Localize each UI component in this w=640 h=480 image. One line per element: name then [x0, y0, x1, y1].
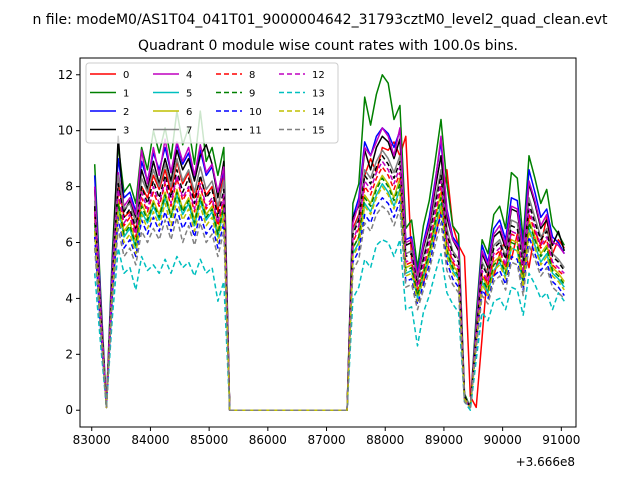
legend-label-13: 13: [312, 89, 325, 100]
x-tick-label: 90000: [484, 433, 522, 447]
x-offset-label: +3.666e8: [516, 455, 575, 469]
x-tick-label: 83000: [73, 433, 111, 447]
legend-label-12: 12: [312, 70, 325, 81]
x-tick-label: 85000: [190, 433, 228, 447]
legend-label-3: 3: [123, 126, 129, 137]
x-tick-label: 86000: [249, 433, 287, 447]
y-tick-label: 4: [65, 291, 73, 305]
y-tick-label: 2: [65, 347, 73, 361]
legend-label-14: 14: [312, 107, 325, 118]
series-layer: [93, 74, 566, 411]
legend-frame: [85, 62, 339, 144]
y-tick-label: 0: [65, 403, 73, 417]
x-tick-label: 89000: [425, 433, 463, 447]
legend-label-5: 5: [186, 89, 192, 100]
x-tick-label: 91000: [542, 433, 580, 447]
x-tick-label: 84000: [131, 433, 169, 447]
y-tick-label: 10: [58, 124, 73, 138]
legend-label-15: 15: [312, 126, 325, 137]
legend-label-2: 2: [123, 107, 129, 118]
legend-label-7: 7: [186, 126, 192, 137]
x-axis: 83000 84000 85000 86000 87000 88000 89000 90000…: [73, 427, 580, 447]
plot-area: 83000 84000 85000 86000 87000 88000 89000 90000…: [58, 57, 580, 469]
x-tick-label: 87000: [307, 433, 345, 447]
legend-label-10: 10: [249, 107, 262, 118]
legend-label-6: 6: [186, 107, 192, 118]
legend-label-9: 9: [249, 89, 255, 100]
legend-label-4: 4: [186, 70, 192, 81]
y-tick-label: 8: [65, 180, 73, 194]
y-tick-label: 6: [65, 236, 73, 250]
series-line-12: [93, 160, 565, 411]
x-tick-label: 88000: [366, 433, 404, 447]
series-line-15: [93, 205, 565, 411]
legend-label-0: 0: [123, 70, 129, 81]
legend-label-1: 1: [123, 89, 129, 100]
series-line-10: [93, 197, 565, 411]
legend-label-8: 8: [249, 70, 255, 81]
y-tick-label: 12: [58, 68, 73, 82]
y-axis: 0 2 4 6 8 10 12: [58, 68, 80, 417]
legend-label-11: 11: [249, 126, 262, 137]
figure-suptitle: n file: modeM0/AS1T04_041T01_9000004642_…: [32, 12, 608, 28]
chart-title: Quadrant 0 module wise count rates with …: [138, 38, 518, 54]
